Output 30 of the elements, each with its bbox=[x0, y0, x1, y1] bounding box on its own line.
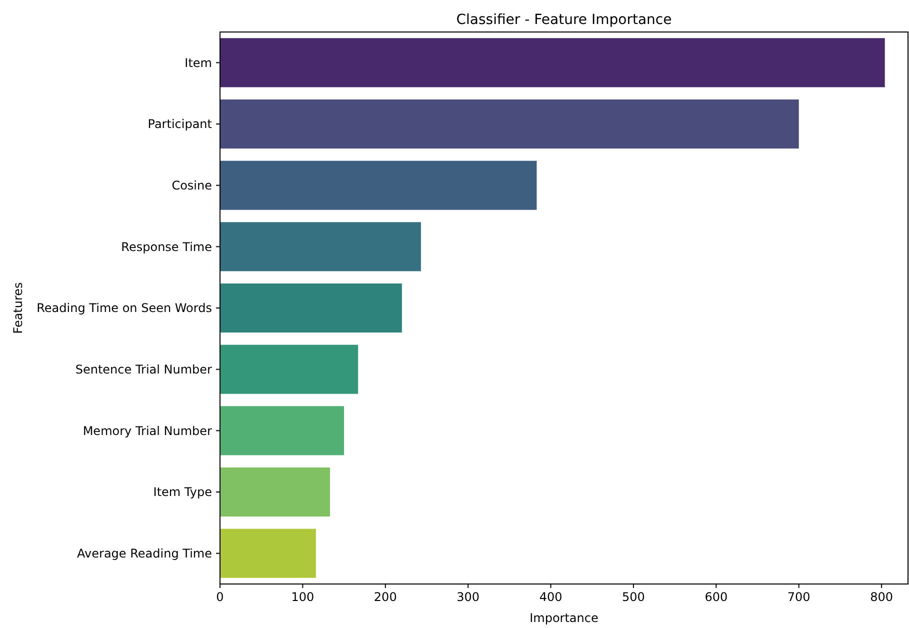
bar bbox=[220, 222, 421, 272]
y-tick-label: Sentence Trial Number bbox=[75, 362, 212, 377]
y-axis-title: Features bbox=[11, 282, 25, 334]
chart-title: Classifier - Feature Importance bbox=[456, 12, 672, 28]
y-tick-label: Memory Trial Number bbox=[82, 424, 212, 438]
y-tick-label: Item Type bbox=[153, 485, 212, 500]
y-tick-label: Item bbox=[184, 56, 212, 70]
bar bbox=[220, 406, 344, 456]
y-tick-label: Response Time bbox=[121, 240, 212, 254]
x-tick-label: 700 bbox=[787, 590, 810, 604]
y-tick-label: Cosine bbox=[172, 178, 212, 193]
x-tick-label: 400 bbox=[539, 590, 562, 604]
bar bbox=[220, 99, 799, 149]
bar bbox=[220, 344, 358, 394]
bar bbox=[220, 38, 885, 88]
x-axis-title: Importance bbox=[530, 611, 598, 625]
y-tick-label: Participant bbox=[148, 117, 212, 132]
bar bbox=[220, 160, 537, 210]
x-tick-label: 100 bbox=[291, 590, 314, 604]
x-tick-label: 800 bbox=[870, 590, 893, 604]
x-tick-label: 0 bbox=[216, 590, 224, 604]
x-tick-label: 300 bbox=[456, 590, 480, 604]
y-tick-label: Reading Time on Seen Words bbox=[36, 301, 212, 316]
y-tick-label: Average Reading Time bbox=[77, 546, 212, 561]
bar bbox=[220, 467, 330, 517]
x-tick-label: 500 bbox=[622, 590, 645, 604]
bar bbox=[220, 528, 316, 578]
x-tick-label: 600 bbox=[704, 590, 728, 604]
x-tick-label: 200 bbox=[374, 590, 397, 604]
bar bbox=[220, 283, 402, 333]
